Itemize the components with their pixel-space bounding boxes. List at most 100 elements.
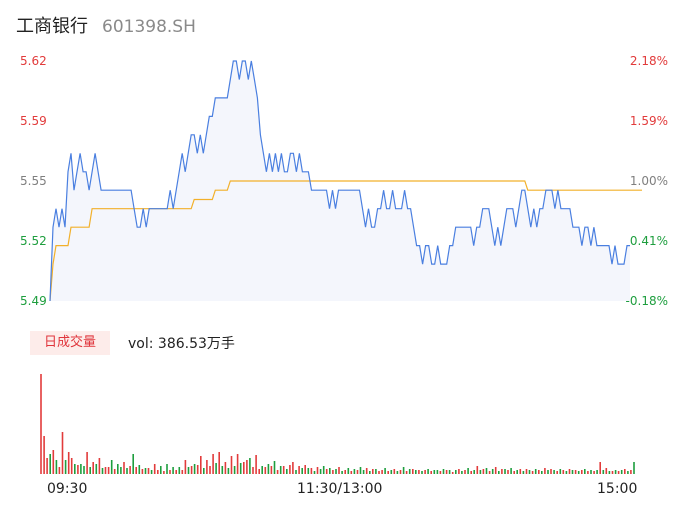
volume-bar xyxy=(341,471,343,474)
volume-bar xyxy=(282,466,285,474)
volume-bar xyxy=(258,469,260,474)
volume-bar xyxy=(445,470,448,474)
volume-bar xyxy=(562,470,565,474)
volume-bar xyxy=(599,462,601,474)
volume-bar xyxy=(101,468,104,474)
volume-bar xyxy=(193,464,196,474)
volume-bar xyxy=(135,467,137,474)
volume-bar xyxy=(175,470,177,474)
volume-bar xyxy=(365,468,368,474)
volume-bar xyxy=(347,468,350,474)
volume-bar xyxy=(261,466,263,474)
volume-bar xyxy=(147,468,150,474)
volume-bar xyxy=(405,471,408,474)
volume-bar xyxy=(335,469,337,474)
volume-bar xyxy=(356,470,359,474)
volume-bar xyxy=(83,466,85,474)
volume-bar xyxy=(491,469,494,474)
time-label-close: 15:00 xyxy=(597,481,638,497)
volume-bar xyxy=(359,467,362,474)
price-area xyxy=(50,61,630,301)
volume-bar xyxy=(627,471,629,474)
volume-bar xyxy=(602,470,605,474)
stock-name: 工商银行 xyxy=(16,16,88,37)
volume-bar xyxy=(581,470,583,474)
volume-bar xyxy=(433,470,436,474)
volume-bar xyxy=(550,469,552,474)
volume-bar xyxy=(531,471,534,474)
volume-bar xyxy=(316,467,319,474)
volume-bar xyxy=(458,469,460,474)
volume-bar xyxy=(70,458,73,474)
volume-bar xyxy=(633,462,635,474)
volume-bar xyxy=(196,465,199,474)
volume-bar xyxy=(402,467,405,474)
volume-bar xyxy=(292,462,294,474)
volume-bar xyxy=(86,452,88,474)
volume-bar xyxy=(279,466,282,474)
volume-bar xyxy=(169,470,171,474)
volume-bar xyxy=(451,472,454,474)
volume-bar xyxy=(150,470,153,474)
volume-bar xyxy=(153,464,156,474)
volume-bar xyxy=(295,470,297,474)
volume-bar xyxy=(332,470,334,474)
volume-bar xyxy=(485,468,488,474)
volume-bar xyxy=(138,465,141,474)
volume-bar xyxy=(243,462,245,474)
volume-bar xyxy=(203,468,205,474)
volume-bar xyxy=(184,460,187,474)
volume-bar xyxy=(236,454,239,474)
volume-bar xyxy=(590,470,592,474)
volume-bar xyxy=(157,470,159,474)
volume-bar xyxy=(534,469,537,474)
volume-bar xyxy=(584,469,586,474)
volume-bar xyxy=(498,471,500,474)
volume-bar xyxy=(166,464,168,474)
volume-bar xyxy=(559,469,562,474)
volume-bar xyxy=(52,450,55,474)
volume-bar xyxy=(172,467,174,474)
stock-code: 601398.SH xyxy=(102,17,196,37)
volume-bar xyxy=(448,470,451,474)
volume-bar xyxy=(608,471,611,474)
volume-bar xyxy=(80,464,82,474)
volume-bar xyxy=(396,471,399,474)
volume-bar xyxy=(624,469,626,474)
volume-bar xyxy=(488,471,491,474)
volume-bar xyxy=(110,460,113,474)
volume-bar xyxy=(49,454,51,474)
volume-bar xyxy=(289,465,291,474)
volume-bar xyxy=(252,467,254,474)
volume-bar xyxy=(218,452,220,474)
volume-bar xyxy=(113,469,116,474)
volume-bar xyxy=(286,469,288,474)
volume-bar xyxy=(304,465,306,474)
volume-bar xyxy=(338,467,340,474)
volume-bar xyxy=(126,468,128,474)
volume-bar xyxy=(479,470,482,474)
pct-tick: 2.18% xyxy=(629,54,668,68)
volume-bar xyxy=(67,452,70,474)
volume-tab[interactable]: 日成交量 xyxy=(30,331,110,355)
volume-bar xyxy=(399,470,402,474)
volume-bar xyxy=(473,470,475,474)
price-tick: 5.52 xyxy=(20,234,47,248)
volume-bar xyxy=(301,468,303,474)
volume-bar xyxy=(442,469,445,474)
volume-bar xyxy=(387,471,389,474)
volume-bar xyxy=(233,466,236,474)
volume-bar xyxy=(596,470,598,474)
volume-bar xyxy=(611,471,614,474)
volume-bar xyxy=(565,471,568,474)
volume-bar xyxy=(246,460,248,474)
volume-bar xyxy=(64,460,67,474)
volume-bar xyxy=(123,462,125,474)
volume-bar xyxy=(55,460,58,474)
volume-bar xyxy=(630,470,632,474)
volume-bar xyxy=(424,470,426,474)
volume-bar xyxy=(464,470,466,474)
volume-bar xyxy=(74,464,76,474)
volume-bar xyxy=(430,471,432,474)
volume-bar xyxy=(620,470,623,474)
